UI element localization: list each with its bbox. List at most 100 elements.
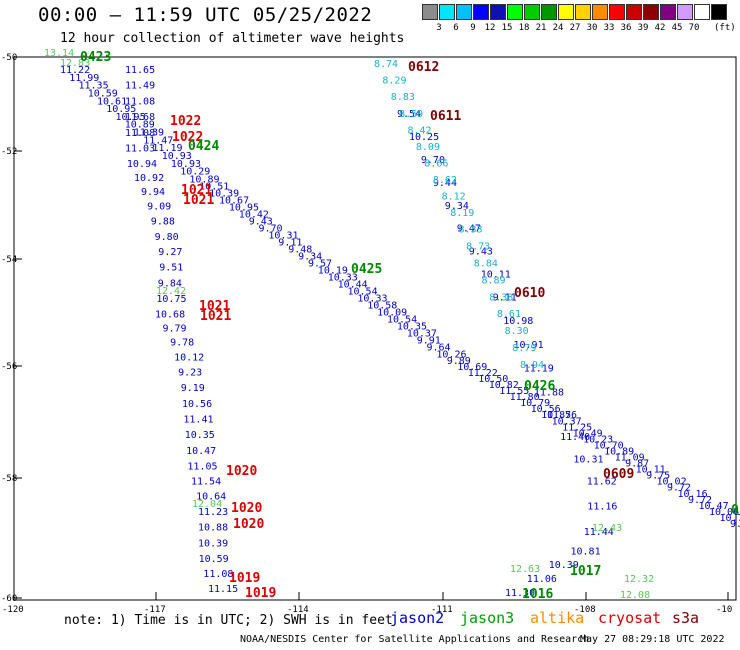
lon-tick-label: -111 <box>431 605 453 615</box>
wave-height-value: 10.92 <box>134 173 164 184</box>
pass-time-label: 1021 <box>183 193 214 208</box>
wave-height-value: 10.56 <box>531 404 561 415</box>
wave-height-value: 10.95 <box>116 112 146 123</box>
wave-height-value: 10.54 <box>387 315 417 326</box>
wave-height-value: 8.61 <box>497 309 521 320</box>
color-scale-label: 6 <box>453 23 459 33</box>
color-scale-label: 39 <box>637 23 649 33</box>
wave-height-value: 10.59 <box>199 554 229 565</box>
wave-height-value: 9.72 <box>688 495 712 506</box>
wave-height-value: 8.33 <box>459 225 483 236</box>
footnote: note: 1) Time is in UTC; 2) SWH is in fe… <box>64 613 393 628</box>
wave-height-value: 9.94 <box>141 187 165 198</box>
wave-height-value: 8.73 <box>466 242 490 253</box>
wave-height-value: 10.98 <box>503 316 533 327</box>
wave-height-value: 8.66 <box>424 159 448 170</box>
wave-height-value: 10.31 <box>573 454 603 465</box>
wave-height-value: 10.25 <box>409 132 439 143</box>
wave-height-value: 9.48 <box>288 245 312 256</box>
wave-height-value: 13.14 <box>44 48 74 59</box>
wave-height-value: 10.89 <box>604 447 634 458</box>
pass-time-label: 1022 <box>172 130 203 145</box>
color-swatch <box>558 4 574 20</box>
wave-height-value: 10.67 <box>219 196 249 207</box>
wave-height-value: 11.25 <box>562 422 592 433</box>
lat-tick-label: -54 <box>1 255 17 265</box>
wave-height-value: 11.05 <box>187 461 217 472</box>
wave-height-value: 11.54 <box>191 477 221 488</box>
pass-time-label: 0610 <box>514 286 545 301</box>
wave-height-value: 11.08 <box>125 96 155 107</box>
wave-height-value: 10.93 <box>162 151 192 162</box>
color-swatch <box>660 4 676 20</box>
wave-height-value: 11.09 <box>615 453 645 464</box>
wave-height-value: 8.83 <box>391 92 415 103</box>
pass-time-label: 0425 <box>351 262 382 277</box>
wave-height-value: 10.95 <box>229 203 259 214</box>
color-scale-label: 30 <box>586 23 598 33</box>
wave-height-value: 8.42 <box>408 125 432 136</box>
wave-height-value: 10.35 <box>185 430 215 441</box>
wave-height-value: 10.12 <box>174 353 204 364</box>
wave-height-value: 11.08 <box>125 128 155 139</box>
color-swatch <box>711 4 727 20</box>
wave-height-value: 10.82 <box>489 380 519 391</box>
wave-height-value: 12.43 <box>592 523 622 534</box>
wave-height-value: 10.69 <box>457 362 487 373</box>
color-swatch <box>456 4 472 20</box>
color-scale-label: 12 <box>484 23 496 33</box>
wave-height-value: 10.49 <box>573 428 603 439</box>
wave-height-value: 12.42 <box>156 286 186 297</box>
pass-time-label: 1019 <box>245 586 276 601</box>
lon-tick-label: -10 <box>716 605 732 615</box>
color-scale-label: 70 <box>688 23 700 33</box>
wave-height-value: 11.99 <box>69 73 99 84</box>
wave-height-value: 10.56 <box>182 399 212 410</box>
wave-height-value: 10.11 <box>481 270 511 281</box>
wave-height-value: 11.15 <box>208 584 238 595</box>
wave-height-value: 11.39 <box>134 128 164 139</box>
wave-height-value: 10.19 <box>318 266 348 277</box>
wave-height-value: 10.54 <box>348 287 378 298</box>
wave-height-value: 11.88 <box>534 388 564 399</box>
wave-height-value: 9.54 <box>397 109 421 120</box>
wave-height-value: 8.74 <box>374 59 398 70</box>
wave-height-value: 9.43 <box>249 217 273 228</box>
wave-height-value: 9.11 <box>278 238 302 249</box>
wave-height-value: 10.93 <box>171 159 201 170</box>
wave-height-value: 11.62 <box>587 477 617 488</box>
wave-height-value: 9.11 <box>493 293 517 304</box>
wave-height-value: 11.44 <box>584 527 614 538</box>
lat-tick-label: -52 <box>1 147 17 157</box>
wave-height-value: 10.68 <box>155 310 185 321</box>
wave-height-value: 8.89 <box>482 275 506 286</box>
pass-time-label: 0612 <box>408 60 439 75</box>
wave-height-value: 9.19 <box>181 383 205 394</box>
wave-height-value: 10.06 <box>709 507 739 518</box>
wave-height-value: 8.79 <box>512 343 536 354</box>
color-swatch <box>609 4 625 20</box>
pass-time-label: 0423 <box>80 50 111 65</box>
lat-tick-label: -60 <box>1 594 17 604</box>
wave-height-value: 9.72 <box>667 483 691 494</box>
wave-height-value: 9.09 <box>147 201 171 212</box>
pass-time-label: 1021 <box>181 183 212 198</box>
color-swatch <box>541 4 557 20</box>
wave-height-value: 9.34 <box>298 252 322 263</box>
pass-time-label: 1020 <box>233 517 264 532</box>
wave-height-value: 10.70 <box>594 440 624 451</box>
wave-height-value: 11.23 <box>198 507 228 518</box>
wave-height-value: 10.89 <box>189 175 219 186</box>
wave-height-value: 10.75 <box>156 294 186 305</box>
wave-height-value: 10.85 <box>541 410 571 421</box>
pass-time-label: 1021 <box>199 299 230 314</box>
wave-height-value: 10.37 <box>407 329 437 340</box>
color-swatch <box>626 4 642 20</box>
wave-height-value: 10.89 <box>125 120 155 131</box>
wave-height-value: 9.89 <box>447 356 471 367</box>
wave-height-value: 8.09 <box>416 142 440 153</box>
generated-timestamp: May 27 08:29:18 UTC 2022 <box>580 634 725 645</box>
wave-height-value: 9.44 <box>433 178 457 189</box>
wave-height-value: 8.59 <box>399 109 423 120</box>
